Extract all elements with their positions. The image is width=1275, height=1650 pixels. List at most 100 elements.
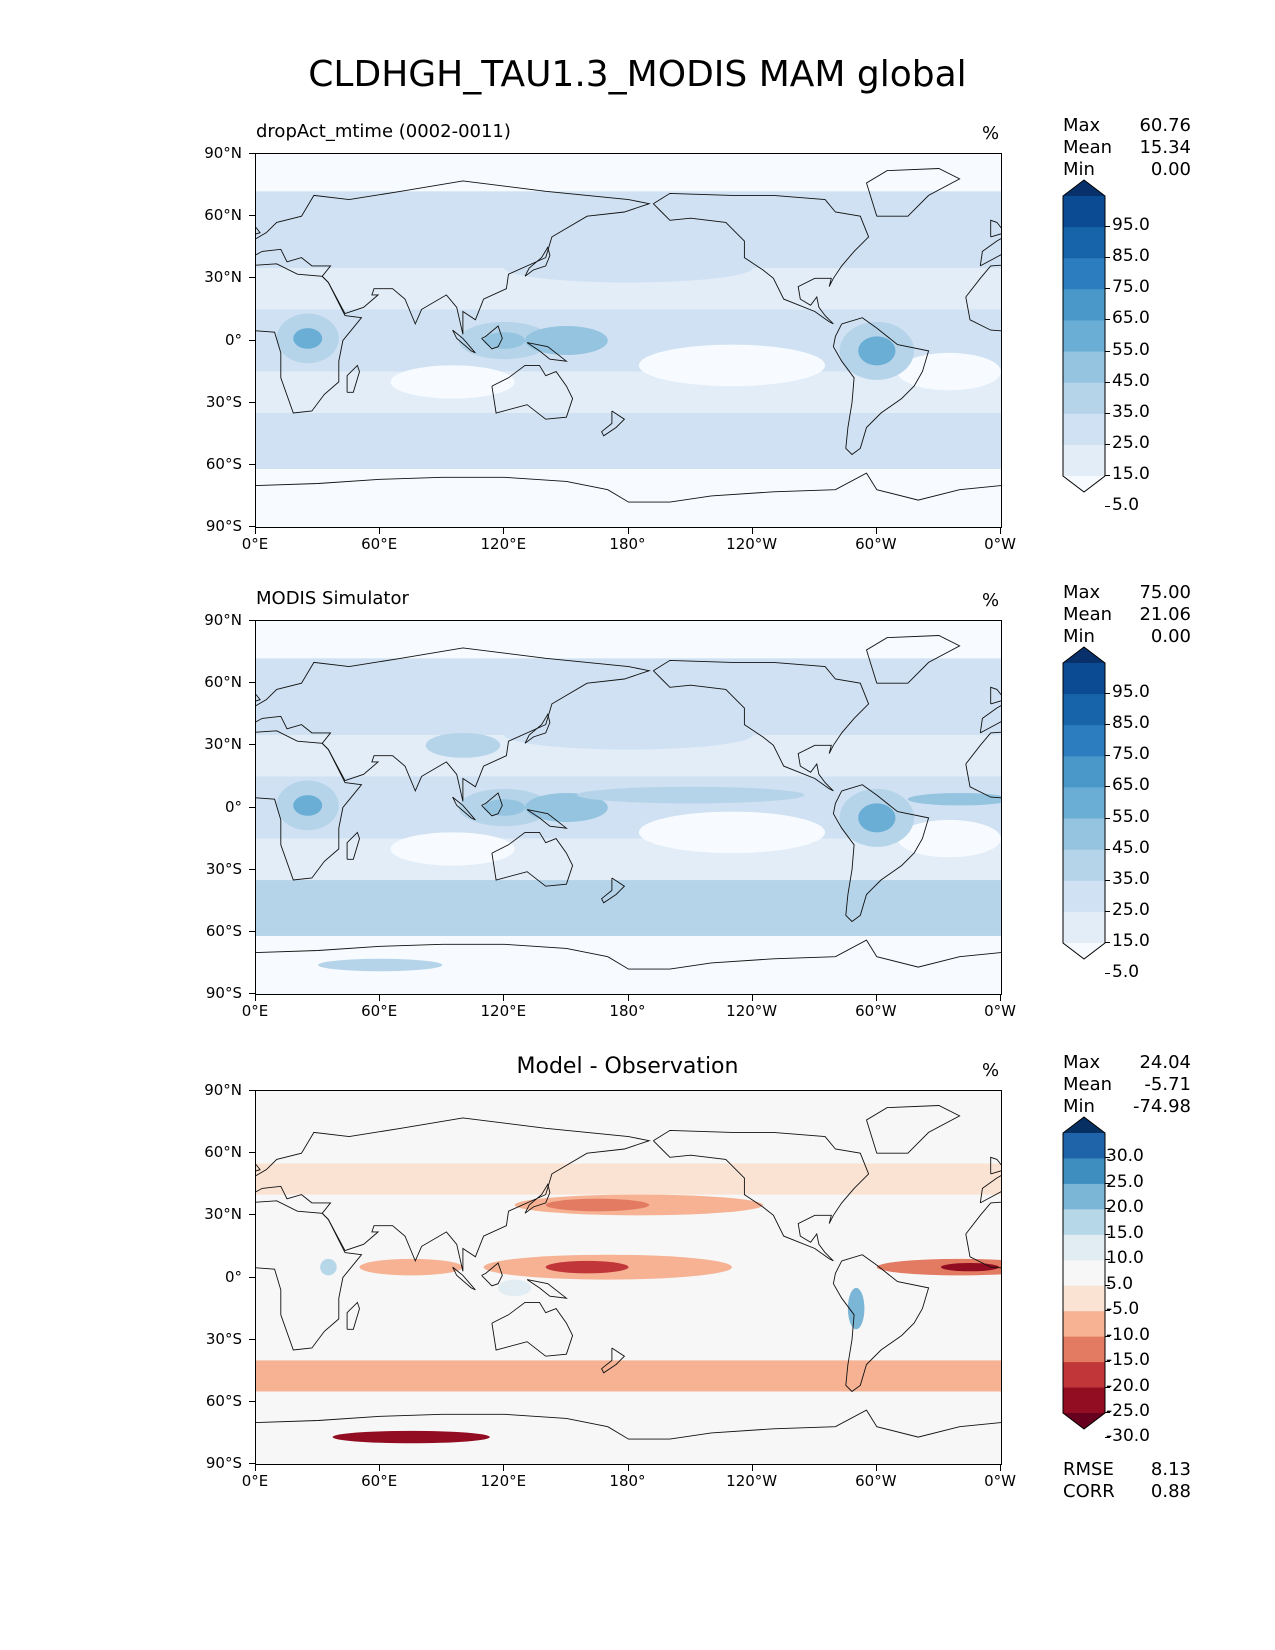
stats-block: Max 60.76 Mean 15.34 Min 0.00 <box>1063 115 1191 181</box>
colorbar-tick <box>1105 443 1110 445</box>
colorbar-label: -25.0 <box>1106 1401 1150 1421</box>
colorbar-label: -20.0 <box>1106 1375 1150 1396</box>
lon-tick <box>503 528 505 534</box>
footer-stat-row: RMSE 8.13 <box>1063 1459 1191 1481</box>
coastline-newguinea <box>526 809 568 829</box>
coastline-samerica <box>832 784 930 923</box>
stat-value: -5.71 <box>1144 1074 1191 1095</box>
colorbar-tick <box>1105 226 1110 228</box>
colorbar-outline <box>1062 179 1106 493</box>
field-pacific-itcz-core <box>545 1260 629 1274</box>
coastline-japan <box>524 246 551 277</box>
colorbar-label: 75.0 <box>1112 744 1150 765</box>
colorbar-cell <box>1063 787 1105 820</box>
colorbar-label: 35.0 <box>1112 868 1150 889</box>
colorbar-label: 55.0 <box>1112 339 1150 360</box>
colorbar-label: 15.0 <box>1112 464 1150 484</box>
field-band-south-mid <box>256 413 1001 469</box>
lat-tick <box>249 806 255 808</box>
lat-tick <box>249 401 255 403</box>
coastline-namerica <box>652 659 870 792</box>
coastlines <box>256 168 1001 503</box>
field-layer <box>256 1091 1001 1464</box>
panel-units: % <box>982 123 1000 144</box>
lon-tick-label: 60°W <box>855 535 897 553</box>
lon-tick-label: 0°E <box>241 1472 269 1490</box>
colorbar-label: 25.0 <box>1106 1171 1144 1192</box>
colorbar-tick <box>1105 1437 1110 1439</box>
lat-tick-label: 60°S <box>205 921 242 940</box>
coastline-samerica <box>832 1254 930 1393</box>
colorbar-label: 5.0 <box>1106 1273 1134 1294</box>
stat-name: Max <box>1063 1052 1101 1073</box>
coastline-eurasia <box>256 1117 651 1272</box>
coastline-namerica <box>652 192 870 325</box>
colorbar-tick <box>1105 879 1110 881</box>
field-amazon-positive <box>847 1287 865 1330</box>
colorbar-label: 65.0 <box>1112 308 1150 329</box>
field-storm-track-pacific <box>504 253 753 283</box>
lat-tick-label: 60°N <box>204 1143 242 1162</box>
colorbar-tick <box>1105 848 1110 850</box>
field-maritime-positive <box>498 1279 532 1297</box>
coastline-africa <box>256 263 363 414</box>
field-band-n-storm <box>256 1163 1001 1195</box>
lat-tick-label: 30°N <box>204 268 242 287</box>
lon-tick <box>503 1465 505 1471</box>
colorbar-extend-min <box>1063 1413 1105 1429</box>
coastline-australia <box>491 364 574 420</box>
coastline-africa <box>256 730 363 881</box>
lon-tick <box>875 528 877 534</box>
field-dry-indian <box>390 365 515 399</box>
field-layer <box>256 154 1001 527</box>
lon-tick-label: 120°W <box>726 1472 778 1490</box>
stat-row: Mean -5.71 <box>1063 1074 1191 1096</box>
colorbar-cell <box>1063 351 1105 384</box>
colorbar-label: 5.0 <box>1112 495 1140 516</box>
lat-tick <box>249 215 255 217</box>
coastline-japan <box>524 713 551 744</box>
coastline-sumatra <box>452 796 476 821</box>
colorbar-cell <box>1063 818 1105 851</box>
colorbar-cell <box>1063 911 1105 944</box>
colorbar-label: 20.0 <box>1106 1197 1144 1218</box>
lat-tick-label: 30°N <box>204 1205 242 1224</box>
colorbar-tick <box>1105 1182 1110 1184</box>
lat-tick-label: 30°N <box>204 735 242 754</box>
lon-tick-label: 0°W <box>984 1472 1016 1490</box>
colorbar-cell <box>1063 1362 1105 1389</box>
lon-tick <box>751 528 753 534</box>
colorbar <box>1062 179 1106 493</box>
coastline-greenland <box>865 635 961 684</box>
colorbar-tick <box>1105 1412 1110 1413</box>
stat-name: Min <box>1063 626 1095 647</box>
coastline-borneo <box>481 1262 503 1287</box>
coastline-antarctica <box>256 472 1001 503</box>
coastline-madagascar <box>346 364 360 393</box>
colorbar-label: 85.0 <box>1112 713 1150 734</box>
map-plot <box>256 1091 1001 1464</box>
coastline-sumatra <box>452 1266 476 1291</box>
lat-tick <box>249 1152 255 1154</box>
field-wet-africa-core <box>293 795 323 816</box>
lon-tick <box>627 528 629 534</box>
colorbar-cell <box>1063 196 1105 228</box>
coastline-australia <box>491 831 574 887</box>
colorbar-cell <box>1063 413 1105 446</box>
coastline-uk-wrap <box>990 1156 1001 1175</box>
colorbar-tick <box>1105 1335 1110 1337</box>
colorbar-tick <box>1105 288 1110 290</box>
stat-value: 0.00 <box>1150 626 1191 647</box>
lat-tick-label: 0° <box>224 797 242 816</box>
lat-tick <box>249 930 255 932</box>
stat-row: Max 60.76 <box>1063 115 1191 137</box>
lat-tick-label: 30°S <box>205 859 242 878</box>
stat-row: Min 0.00 <box>1063 626 1191 648</box>
lat-tick-label: 60°N <box>204 673 242 692</box>
colorbar-cell <box>1063 1387 1105 1414</box>
lon-tick-label: 120°E <box>480 535 527 553</box>
field-dry-atlantic <box>897 352 1001 391</box>
stat-value: 60.76 <box>1139 115 1191 136</box>
colorbar-label: 15.0 <box>1106 1222 1144 1243</box>
lon-tick-label: 0°E <box>241 535 269 553</box>
